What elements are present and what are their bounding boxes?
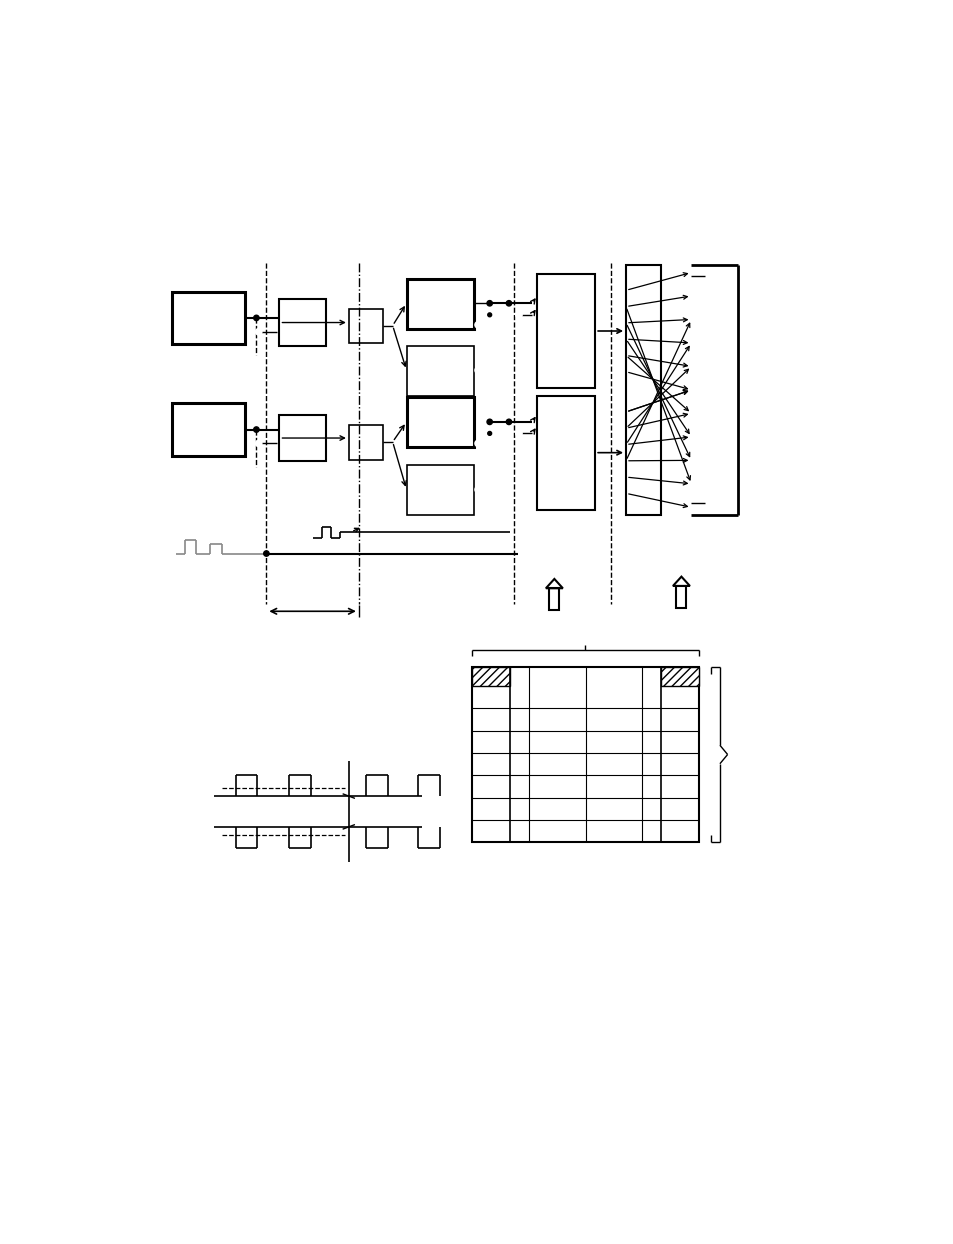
Bar — [279, 415, 325, 462]
Circle shape — [475, 486, 480, 493]
Bar — [406, 465, 474, 515]
Circle shape — [255, 440, 261, 447]
Bar — [659, 667, 699, 685]
Circle shape — [253, 427, 259, 432]
Circle shape — [486, 301, 492, 306]
Circle shape — [506, 419, 511, 424]
Circle shape — [475, 440, 480, 447]
Bar — [349, 425, 383, 459]
Bar — [172, 292, 245, 345]
Circle shape — [255, 328, 261, 335]
Circle shape — [516, 312, 521, 318]
Circle shape — [486, 419, 492, 424]
Bar — [472, 667, 510, 685]
Circle shape — [253, 315, 259, 321]
Bar — [472, 667, 699, 842]
Circle shape — [487, 432, 491, 435]
Bar — [549, 588, 558, 610]
Circle shape — [506, 301, 511, 306]
Circle shape — [263, 551, 269, 556]
Bar — [172, 403, 245, 455]
Bar — [537, 396, 595, 510]
Circle shape — [475, 367, 480, 373]
Bar — [676, 586, 686, 607]
Bar — [406, 397, 474, 448]
Circle shape — [487, 313, 491, 317]
Circle shape — [516, 430, 521, 437]
Bar — [625, 265, 659, 515]
Bar — [279, 300, 325, 346]
Circle shape — [475, 322, 480, 328]
Bar — [406, 279, 474, 328]
Bar — [537, 274, 595, 388]
Bar — [406, 346, 474, 396]
Bar — [349, 309, 383, 343]
